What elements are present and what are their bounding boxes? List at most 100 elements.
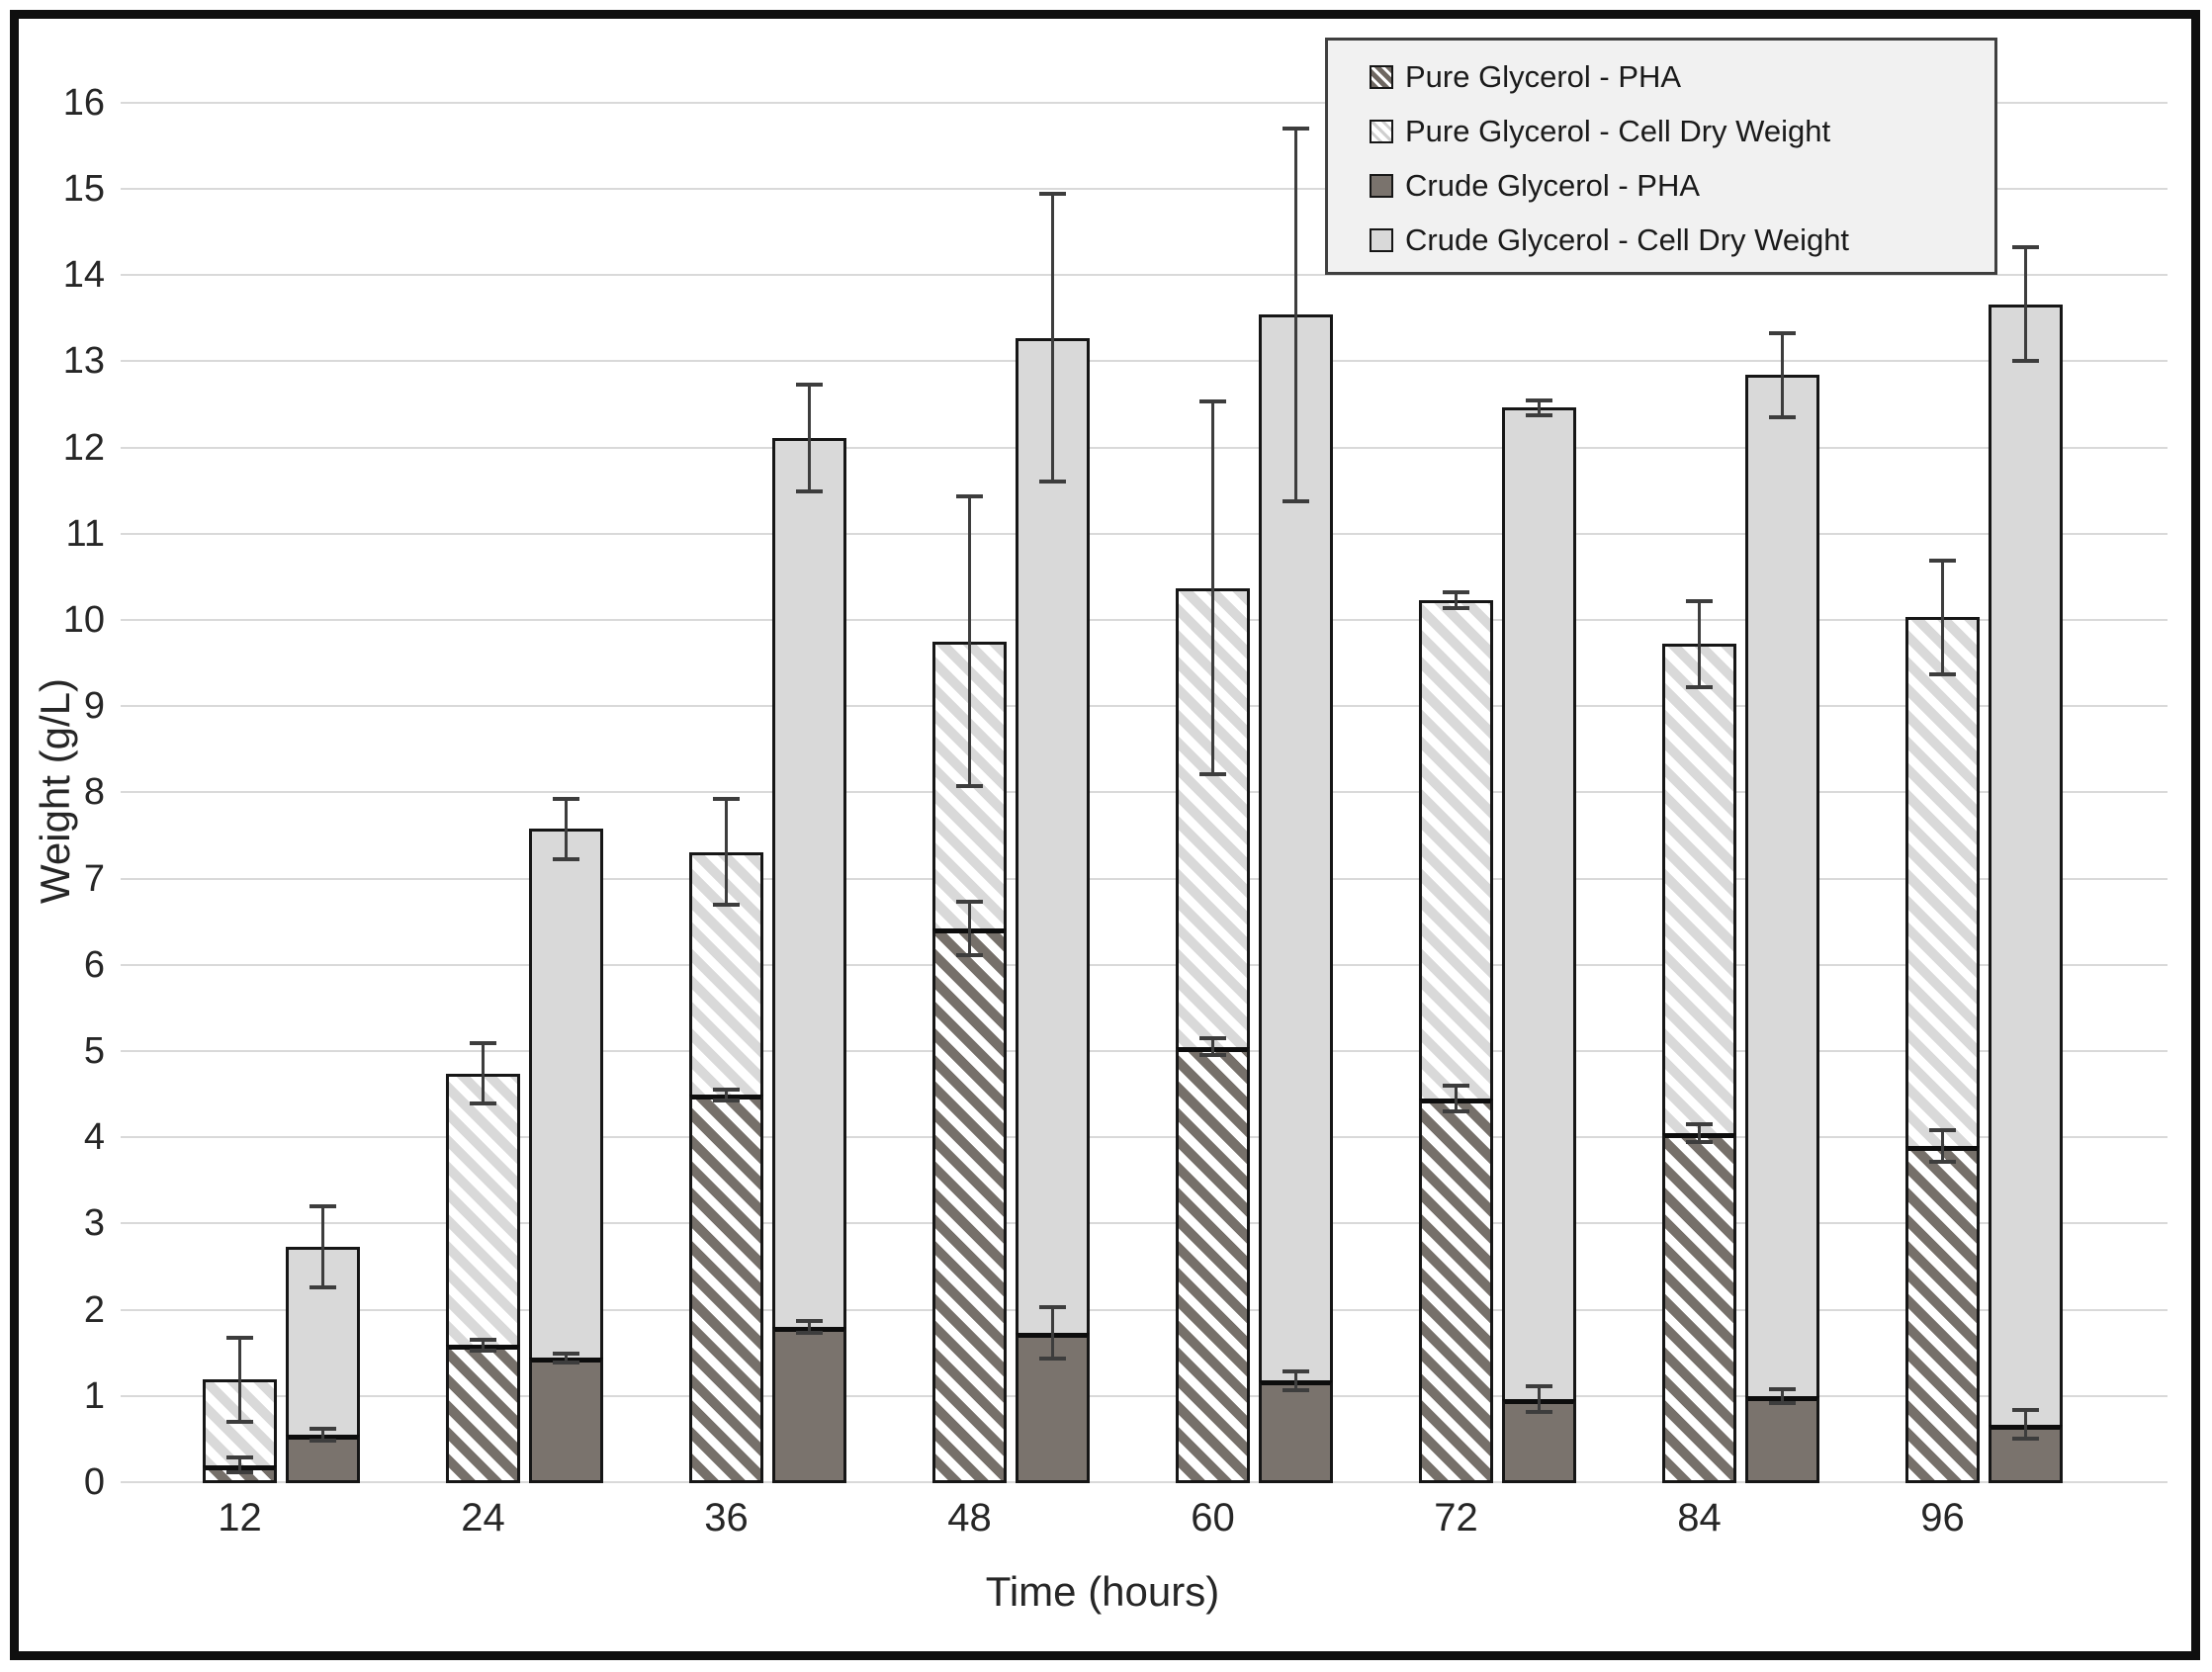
x-axis-tick-label: 48 <box>947 1496 992 1540</box>
error-bar-crude-glycerol-cell-dry-weight-36h-cap-top <box>796 382 823 387</box>
bar-segment-pure-glycerol-pha-36h <box>689 1095 763 1483</box>
y-axis-tick-label: 0 <box>83 1461 105 1503</box>
error-bar-pure-glycerol-cell-dry-weight-84h-cap-bottom <box>1686 685 1713 690</box>
error-bar-crude-glycerol-pha-84h <box>1781 1388 1784 1403</box>
bar-segment-pure-glycerol-pha-72h <box>1419 1098 1493 1483</box>
error-bar-crude-glycerol-pha-12h-cap-bottom <box>310 1439 336 1444</box>
error-bar-crude-glycerol-cell-dry-weight-72h-cap-bottom <box>1526 413 1552 418</box>
error-bar-pure-glycerol-pha-36h-cap-bottom <box>713 1098 740 1102</box>
error-bar-crude-glycerol-cell-dry-weight-48h-cap-bottom <box>1039 480 1066 484</box>
gridline <box>121 274 2168 277</box>
error-bar-crude-glycerol-pha-84h-cap-bottom <box>1769 1400 1796 1405</box>
error-bar-pure-glycerol-pha-72h-cap-top <box>1443 1083 1469 1088</box>
error-bar-crude-glycerol-cell-dry-weight-12h-cap-bottom <box>310 1284 336 1289</box>
error-bar-crude-glycerol-cell-dry-weight-60h <box>1294 128 1297 501</box>
x-axis-tick-label: 72 <box>1434 1496 1478 1540</box>
error-bar-crude-glycerol-pha-36h-cap-top <box>796 1318 823 1323</box>
error-bar-pure-glycerol-pha-84h <box>1698 1124 1701 1142</box>
error-bar-pure-glycerol-cell-dry-weight-36h-cap-top <box>713 797 740 802</box>
bar-segment-crude-glycerol-pha-24h <box>529 1358 603 1483</box>
legend-item-label: Crude Glycerol - Cell Dry Weight <box>1405 221 1850 257</box>
error-bar-pure-glycerol-pha-96h <box>1941 1130 1944 1162</box>
error-bar-pure-glycerol-pha-12h-cap-top <box>226 1454 253 1459</box>
error-bar-pure-glycerol-cell-dry-weight-48h <box>968 496 971 787</box>
error-bar-crude-glycerol-cell-dry-weight-96h-cap-bottom <box>2012 359 2039 364</box>
legend-swatch-icon <box>1370 119 1393 143</box>
error-bar-crude-glycerol-pha-48h <box>1051 1306 1054 1360</box>
legend-swatch-icon <box>1370 64 1393 89</box>
error-bar-pure-glycerol-pha-60h-cap-top <box>1199 1035 1226 1040</box>
error-bar-pure-glycerol-pha-12h-cap-bottom <box>226 1470 253 1475</box>
error-bar-pure-glycerol-pha-48h <box>968 902 971 956</box>
y-axis-tick-label: 5 <box>83 1030 105 1072</box>
gridline <box>121 1222 2168 1225</box>
legend-swatch-icon <box>1370 173 1393 198</box>
error-bar-crude-glycerol-cell-dry-weight-36h-cap-bottom <box>796 489 823 494</box>
error-bar-crude-glycerol-cell-dry-weight-84h-cap-bottom <box>1769 415 1796 420</box>
error-bar-crude-glycerol-pha-96h-cap-top <box>2012 1407 2039 1412</box>
legend-item-label: Pure Glycerol - PHA <box>1405 58 1682 94</box>
x-axis-title: Time (hours) <box>985 1568 1220 1615</box>
error-bar-crude-glycerol-cell-dry-weight-12h-cap-top <box>310 1203 336 1208</box>
error-bar-crude-glycerol-cell-dry-weight-72h-cap-top <box>1526 397 1552 402</box>
y-axis-tick-label: 13 <box>62 340 105 383</box>
gridline <box>121 532 2168 535</box>
gridline <box>121 877 2168 880</box>
error-bar-pure-glycerol-pha-60h-cap-bottom <box>1199 1053 1226 1058</box>
error-bar-pure-glycerol-cell-dry-weight-48h-cap-bottom <box>956 784 983 789</box>
error-bar-pure-glycerol-cell-dry-weight-84h <box>1698 600 1701 687</box>
error-bar-crude-glycerol-pha-36h-cap-bottom <box>796 1331 823 1336</box>
error-bar-crude-glycerol-pha-36h <box>808 1320 811 1334</box>
y-axis-tick-label: 15 <box>62 168 105 210</box>
error-bar-pure-glycerol-cell-dry-weight-36h <box>725 799 728 905</box>
gridline <box>121 705 2168 708</box>
gridline <box>121 446 2168 449</box>
error-bar-pure-glycerol-cell-dry-weight-12h <box>238 1337 241 1422</box>
error-bar-crude-glycerol-pha-48h-cap-top <box>1039 1304 1066 1309</box>
bar-segment-crude-glycerol-pha-60h <box>1259 1380 1333 1483</box>
error-bar-crude-glycerol-cell-dry-weight-96h <box>2024 247 2027 362</box>
bar-segment-pure-glycerol-pha-48h <box>932 928 1007 1483</box>
error-bar-pure-glycerol-pha-24h-cap-top <box>470 1338 496 1343</box>
bar-segment-crude-glycerol-cell-dry-weight-84h <box>1745 375 1819 1483</box>
y-axis-tick-label: 2 <box>83 1288 105 1331</box>
error-bar-pure-glycerol-cell-dry-weight-84h-cap-top <box>1686 598 1713 603</box>
x-axis-tick-label: 12 <box>218 1496 262 1540</box>
error-bar-pure-glycerol-pha-84h-cap-bottom <box>1686 1139 1713 1144</box>
error-bar-crude-glycerol-pha-24h-cap-top <box>553 1352 579 1357</box>
error-bar-pure-glycerol-pha-60h <box>1211 1037 1214 1056</box>
error-bar-crude-glycerol-pha-84h-cap-top <box>1769 1386 1796 1391</box>
gridline <box>121 1394 2168 1397</box>
y-axis-title: Weight (g/L) <box>32 678 78 904</box>
legend-item-crude-glycerol-pha: Crude Glycerol - PHA <box>1328 158 1994 213</box>
y-axis-tick-label: 3 <box>83 1202 105 1245</box>
x-axis-tick-label: 24 <box>461 1496 505 1540</box>
error-bar-pure-glycerol-pha-36h <box>725 1090 728 1100</box>
y-axis-tick-label: 16 <box>62 81 105 124</box>
error-bar-crude-glycerol-pha-60h <box>1294 1370 1297 1390</box>
legend-item-pure-glycerol-pha: Pure Glycerol - PHA <box>1328 49 1994 104</box>
error-bar-pure-glycerol-cell-dry-weight-72h <box>1455 592 1458 608</box>
gridline <box>121 101 2168 104</box>
y-axis-tick-label: 11 <box>65 512 105 555</box>
error-bar-pure-glycerol-pha-36h-cap-top <box>713 1088 740 1093</box>
error-bar-pure-glycerol-pha-72h <box>1455 1085 1458 1112</box>
error-bar-pure-glycerol-cell-dry-weight-96h-cap-top <box>1929 558 1956 563</box>
error-bar-pure-glycerol-cell-dry-weight-48h-cap-top <box>956 494 983 499</box>
error-bar-pure-glycerol-cell-dry-weight-96h <box>1941 560 1944 674</box>
error-bar-crude-glycerol-pha-72h-cap-bottom <box>1526 1410 1552 1415</box>
error-bar-crude-glycerol-pha-72h-cap-top <box>1526 1384 1552 1389</box>
y-axis-tick-label: 9 <box>83 685 105 728</box>
y-axis-tick-label: 8 <box>83 771 105 814</box>
y-axis-tick-label: 4 <box>83 1116 105 1159</box>
bar-segment-crude-glycerol-pha-84h <box>1745 1395 1819 1483</box>
error-bar-crude-glycerol-cell-dry-weight-48h <box>1051 194 1054 483</box>
x-axis-tick-label: 96 <box>1920 1496 1965 1540</box>
error-bar-pure-glycerol-pha-48h-cap-bottom <box>956 953 983 958</box>
error-bar-crude-glycerol-cell-dry-weight-24h <box>565 798 568 859</box>
error-bar-crude-glycerol-pha-60h-cap-top <box>1283 1368 1309 1373</box>
error-bar-crude-glycerol-cell-dry-weight-24h-cap-bottom <box>553 856 579 861</box>
bar-segment-pure-glycerol-pha-24h <box>446 1345 520 1483</box>
